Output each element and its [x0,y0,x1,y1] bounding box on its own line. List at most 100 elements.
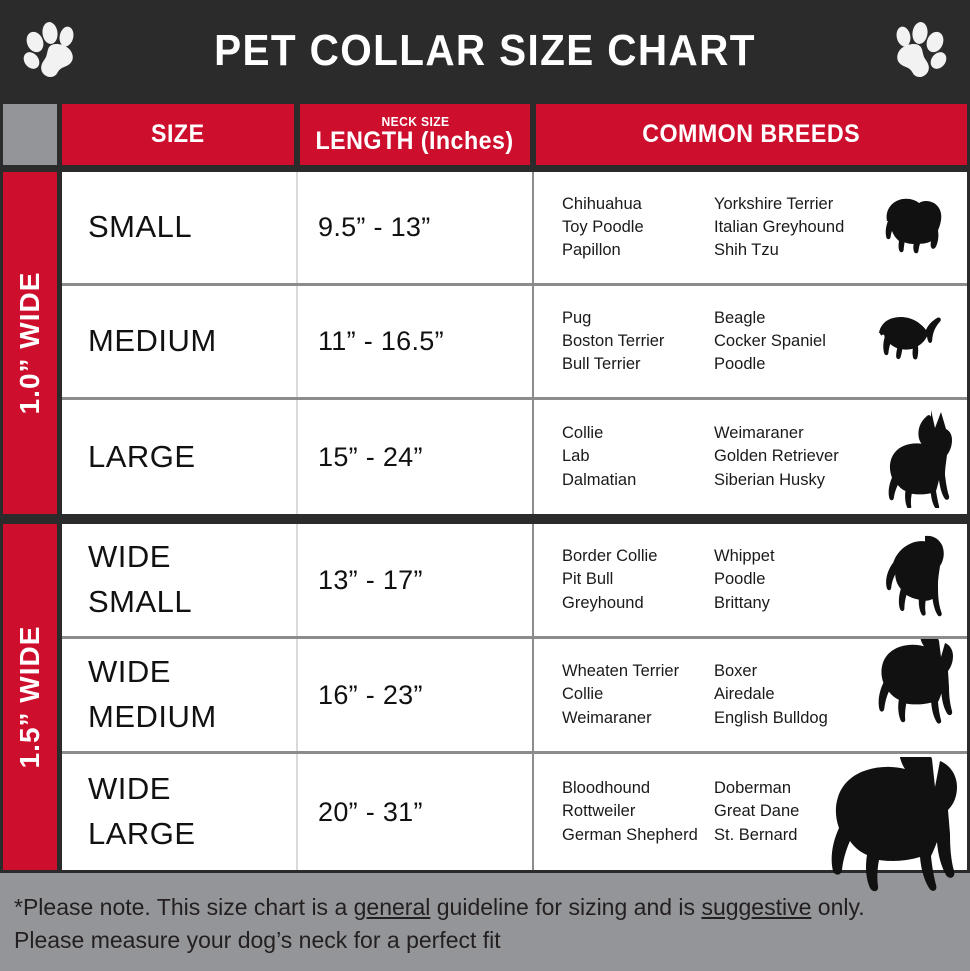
cell-size: WIDE MEDIUM [62,639,298,751]
breed-item: Italian Greyhound [714,217,845,236]
cell-size: MEDIUM [62,286,298,397]
cell-length: 16” - 23” [298,639,534,751]
breeds-column-2: Boxer Airedale English Bulldog [714,660,828,730]
breed-item: Boston Terrier [562,331,665,350]
breed-item: Cocker Spaniel [714,331,826,350]
group-label-1-5-wide: 1.5” WIDE [3,524,57,870]
group-rows: SMALL 9.5” - 13” Chihuahua Toy Poodle Pa… [62,172,967,514]
breed-item: Siberian Husky [714,470,825,489]
breeds-column-1: Border Collie Pit Bull Greyhound [562,545,657,615]
column-header-breeds-label: COMMON BREEDS [642,120,861,148]
breed-item: St. Bernard [714,825,798,844]
breed-item: Doberman [714,778,792,797]
footer-line-2: Please measure your dog’s neck for a per… [14,926,501,953]
column-header-size: SIZE [62,104,294,165]
table-row[interactable]: WIDE LARGE 20” - 31” Bloodhound Rottweil… [62,754,967,870]
breeds-column-2: Doberman Great Dane St. Bernard [714,777,799,847]
footer-line1-part-b: guideline for sizing and is [430,894,702,920]
table-row[interactable]: MEDIUM 11” - 16.5” Pug Boston Terrier Bu… [62,286,967,400]
footer-text: *Please note. This size chart is a gener… [14,891,959,956]
breed-item: Weimaraner [714,423,804,442]
cell-breeds: Collie Lab Dalmatian Weimaraner Golden R… [534,400,967,514]
cell-length: 11” - 16.5” [298,286,534,397]
breed-item: German Shepherd [562,825,698,844]
breed-item: Dalmatian [562,470,637,489]
standing-shepherd-silhouette [857,404,965,508]
breed-item: Shih Tzu [714,241,779,260]
length-value: 13” - 17” [318,564,423,595]
table-row[interactable]: WIDE MEDIUM 16” - 23” Wheaten Terrier Co… [62,639,967,754]
footer-note: *Please note. This size chart is a gener… [0,873,970,971]
breed-item: Bloodhound [562,778,651,797]
breed-item: Papillon [562,241,621,260]
size-label-line1: WIDE [88,771,171,807]
table-header-row: SIZE NECK SIZE LENGTH (Inches) COMMON BR… [0,101,970,169]
breed-item: Boxer [714,661,758,680]
size-group-1-0-wide: 1.0” WIDE SMALL 9.5” - 13” Chihuahua Toy… [0,169,970,517]
group-label-1-0-wide: 1.0” WIDE [3,172,57,514]
breeds-column-2: Weimaraner Golden Retriever Siberian Hus… [714,422,839,492]
cell-size: WIDE SMALL [62,524,298,636]
breeds-column-2: Beagle Cocker Spaniel Poodle [714,306,826,376]
footer-underline-general: general [353,894,431,920]
length-value: 9.5” - 13” [318,212,431,242]
column-header-length-sublabel: NECK SIZE [381,113,449,129]
cell-size: SMALL [62,172,298,283]
length-value: 20” - 31” [318,796,423,827]
breed-item: Chihuahua [562,194,642,213]
table-row[interactable]: WIDE SMALL 13” - 17” Border Collie Pit B… [62,524,967,639]
breed-item: Poodle [714,570,766,589]
breeds-column-1: Bloodhound Rottweiler German Shepherd [562,777,698,847]
cell-breeds: Chihuahua Toy Poodle Papillon Yorkshire … [534,172,967,283]
paw-print-icon [22,22,84,80]
column-header-length-label: LENGTH (Inches) [315,126,515,155]
breed-item: Collie [562,423,604,442]
boxer-silhouette [847,639,967,751]
breeds-column-1: Collie Lab Dalmatian [562,422,636,492]
size-label-line2: LARGE [88,816,196,851]
breeds-column-1: Pug Boston Terrier Bull Terrier [562,306,664,376]
small-fluffy-dog-silhouette [865,187,949,261]
breed-item: Greyhound [562,593,644,612]
cell-length: 13” - 17” [298,524,534,636]
breed-item: Beagle [714,308,766,327]
beagle-silhouette [861,303,961,381]
size-label-line2: MEDIUM [88,699,217,734]
footer-underline-suggestive: suggestive [701,894,812,920]
cell-breeds: Border Collie Pit Bull Greyhound Whippet… [534,524,967,636]
breed-item: Pug [562,308,592,327]
size-label-line1: WIDE [88,654,171,690]
breed-item: Border Collie [562,546,658,565]
table-row[interactable]: LARGE 15” - 24” Collie Lab Dalmatian Wei… [62,400,967,514]
breed-item: Bull Terrier [562,355,641,374]
cell-length: 20” - 31” [298,754,534,870]
footer-line1-part-a: *Please note. This size chart is a [14,894,354,920]
table-row[interactable]: SMALL 9.5” - 13” Chihuahua Toy Poodle Pa… [62,172,967,286]
breeds-column-2: Yorkshire Terrier Italian Greyhound Shih… [714,192,844,262]
length-value: 11” - 16.5” [318,326,444,356]
footer-line1-part-c: only. [811,894,865,920]
size-group-1-5-wide: 1.5” WIDE WIDE SMALL 13” - 17” Border Co… [0,521,970,873]
table-body: 1.0” WIDE SMALL 9.5” - 13” Chihuahua Toy… [0,169,970,873]
breeds-column-2: Whippet Poodle Brittany [714,545,775,615]
title-bar: PET COLLAR SIZE CHART [0,0,970,101]
footer-line-1: *Please note. This size chart is a gener… [14,891,959,924]
group-label-text: 1.5” WIDE [14,625,45,769]
breed-item: English Bulldog [714,708,828,727]
size-label: SMALL [88,209,193,245]
cell-breeds: Bloodhound Rottweiler German Shepherd Do… [534,754,967,870]
column-header-breeds: COMMON BREEDS [536,104,967,165]
bulldog-silhouette [867,532,959,632]
group-label-text: 1.0” WIDE [14,271,45,415]
cell-breeds: Pug Boston Terrier Bull Terrier Beagle C… [534,286,967,397]
column-header-size-label: SIZE [151,120,205,148]
breed-item: Toy Poodle [562,217,644,236]
breed-item: Weimaraner [562,708,652,727]
size-label: LARGE [88,438,196,474]
group-rows: WIDE SMALL 13” - 17” Border Collie Pit B… [62,524,967,870]
breeds-column-1: Wheaten Terrier Collie Weimaraner [562,660,679,730]
breed-item: Pit Bull [562,570,614,589]
cell-length: 15” - 24” [298,400,534,514]
breed-item: Airedale [714,685,775,704]
